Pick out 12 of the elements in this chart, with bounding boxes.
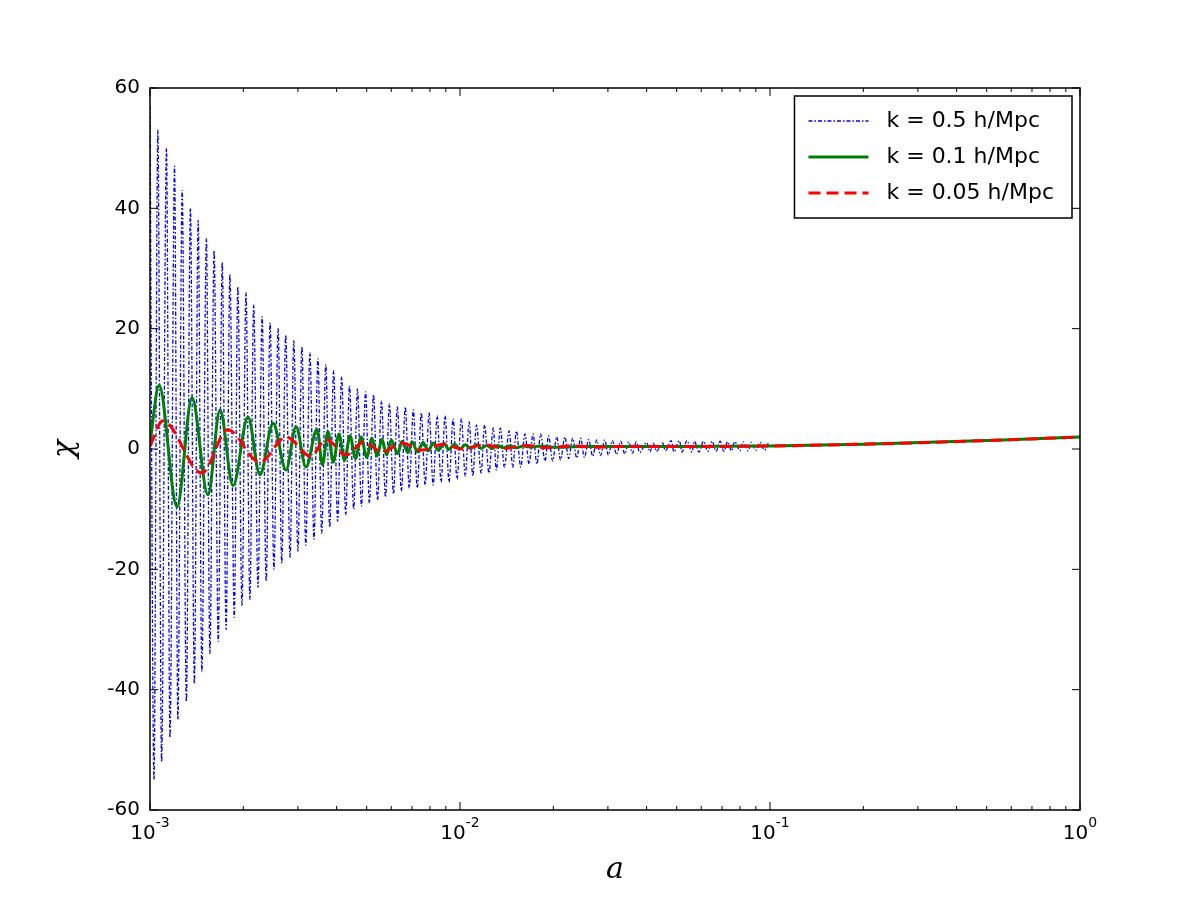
legend-label: k = 0.5 h/Mpc bbox=[886, 106, 1041, 132]
y-tick-label: -20 bbox=[107, 555, 140, 580]
legend-label: k = 0.1 h/Mpc bbox=[886, 142, 1041, 168]
y-tick-label: 40 bbox=[114, 194, 140, 219]
x-axis-title: a bbox=[606, 849, 624, 885]
y-tick-label: 20 bbox=[114, 314, 140, 339]
legend-label: k = 0.05 h/Mpc bbox=[886, 178, 1055, 204]
y-tick-label: -60 bbox=[107, 796, 140, 821]
y-tick-label: -40 bbox=[107, 675, 140, 700]
y-axis-title: χ bbox=[44, 438, 80, 461]
y-tick-label: 0 bbox=[127, 435, 140, 460]
y-tick-label: 60 bbox=[114, 74, 140, 99]
